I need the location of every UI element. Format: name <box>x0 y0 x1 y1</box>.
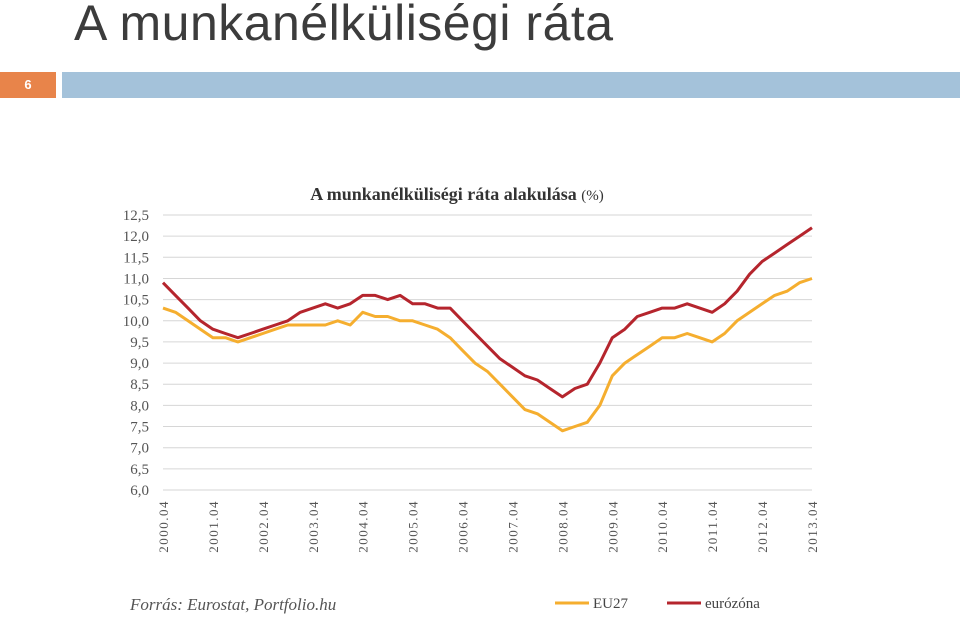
x-tick-label: 2002.04 <box>256 500 271 553</box>
x-tick-label: 2010.04 <box>655 500 670 553</box>
x-tick-label: 2000.04 <box>156 500 171 553</box>
x-tick-label: 2009.04 <box>605 500 620 553</box>
x-tick-label: 2007.04 <box>505 500 520 553</box>
chart-legend: EU27 eurózóna <box>555 596 760 612</box>
x-tick-label: 2008.04 <box>555 500 570 553</box>
series-line-eu27 <box>162 277 813 433</box>
chart-title-text: A munkanélküliségi ráta alakulása <box>310 184 577 204</box>
y-tick-label: 7,0 <box>130 441 149 457</box>
y-tick-label: 12,0 <box>123 229 149 245</box>
legend-label-eurozone: eurózóna <box>705 596 760 612</box>
y-axis-ticks: 12,5 12,0 11,5 11,0 10,5 10,0 9,5 9,0 8,5 8,0 7,5 7… <box>123 208 149 499</box>
x-tick-label: 2005.04 <box>406 500 421 553</box>
y-tick-label: 12,5 <box>123 208 149 224</box>
y-tick-label: 6,0 <box>130 483 149 499</box>
slide-header-bar <box>62 72 960 98</box>
x-tick-label: 2001.04 <box>206 500 221 553</box>
y-tick-label: 10,5 <box>123 293 149 309</box>
x-tick-label: 2006.04 <box>456 500 471 553</box>
y-tick-label: 10,0 <box>123 314 149 330</box>
x-axis-ticks: 2000.04 2001.04 2002.04 2003.04 2004.04 2005.… <box>156 500 820 553</box>
y-tick-label: 11,0 <box>123 271 149 287</box>
series-line-eurozone <box>161 226 813 399</box>
x-tick-label: 2003.04 <box>306 500 321 553</box>
chart-series <box>161 226 813 433</box>
y-tick-label: 8,5 <box>130 377 149 393</box>
chart-grid <box>163 214 812 491</box>
y-tick-label: 7,5 <box>130 420 149 436</box>
slide-number: 6 <box>0 72 56 98</box>
chart-title-unit: (%) <box>581 188 604 204</box>
x-tick-label: 2013.04 <box>805 500 820 553</box>
x-tick-label: 2012.04 <box>755 500 770 553</box>
x-tick-label: 2011.04 <box>705 500 720 552</box>
y-tick-label: 9,0 <box>130 356 149 372</box>
chart-source: Forrás: Eurostat, Portfolio.hu <box>129 595 336 614</box>
chart-title: A munkanélküliségi ráta alakulása (%) <box>310 184 604 204</box>
y-tick-label: 8,0 <box>130 398 149 414</box>
legend-label-eu27: EU27 <box>593 596 628 612</box>
y-tick-label: 9,5 <box>130 335 149 351</box>
y-tick-label: 6,5 <box>130 462 149 478</box>
y-tick-label: 11,5 <box>123 250 149 266</box>
x-tick-label: 2004.04 <box>356 500 371 553</box>
slide-title: A munkanélküliségi ráta <box>74 0 614 51</box>
